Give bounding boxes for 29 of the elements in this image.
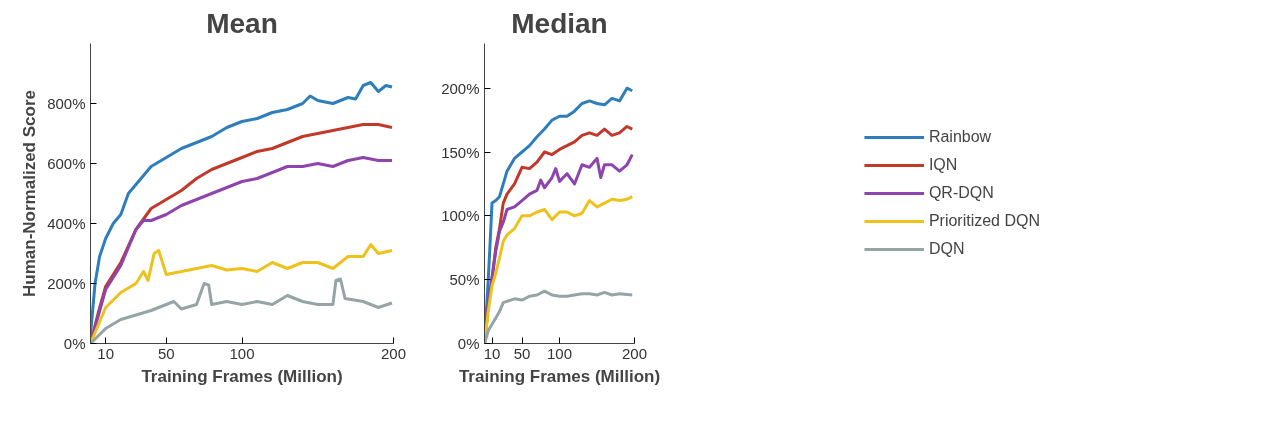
legend-label: DQN — [928, 240, 965, 258]
x-tick-label: 200 — [380, 344, 407, 362]
y-tick-label: 0% — [63, 335, 86, 352]
x-tick-label: 10 — [483, 344, 501, 362]
x-tick-label: 50 — [513, 344, 531, 362]
x-tick-label: 100 — [229, 344, 255, 362]
y-tick-label: 150% — [441, 143, 480, 161]
x-tick-label: 200 — [621, 344, 647, 362]
legend-label: QR-DQN — [928, 184, 994, 202]
chart-title: Median — [511, 7, 608, 39]
y-tick-label: 100% — [441, 207, 480, 225]
chart-title: Mean — [206, 7, 278, 39]
line-series — [90, 81, 394, 336]
legend-label: IQN — [928, 156, 958, 174]
y-tick-label: 200% — [441, 79, 480, 97]
x-axis-title: Training Frames (Million) — [141, 366, 343, 386]
y-axis-title: Human-Normalized Score — [20, 90, 40, 297]
x-tick-label: 10 — [97, 344, 114, 362]
y-tick-label: 200% — [47, 275, 86, 292]
y-tick-label: 800% — [47, 95, 86, 112]
legend-label: Prioritized DQN — [928, 212, 1041, 230]
x-tick-label: 50 — [157, 344, 175, 362]
y-tick-label: 50% — [449, 271, 480, 289]
y-tick-label: 400% — [47, 215, 86, 232]
y-tick-label: 600% — [47, 155, 86, 172]
legend-label: Rainbow — [928, 128, 992, 146]
y-tick-label: 0% — [457, 335, 480, 352]
x-tick-label: 100 — [546, 344, 572, 362]
x-axis-title: Training Frames (Million) — [458, 366, 661, 386]
